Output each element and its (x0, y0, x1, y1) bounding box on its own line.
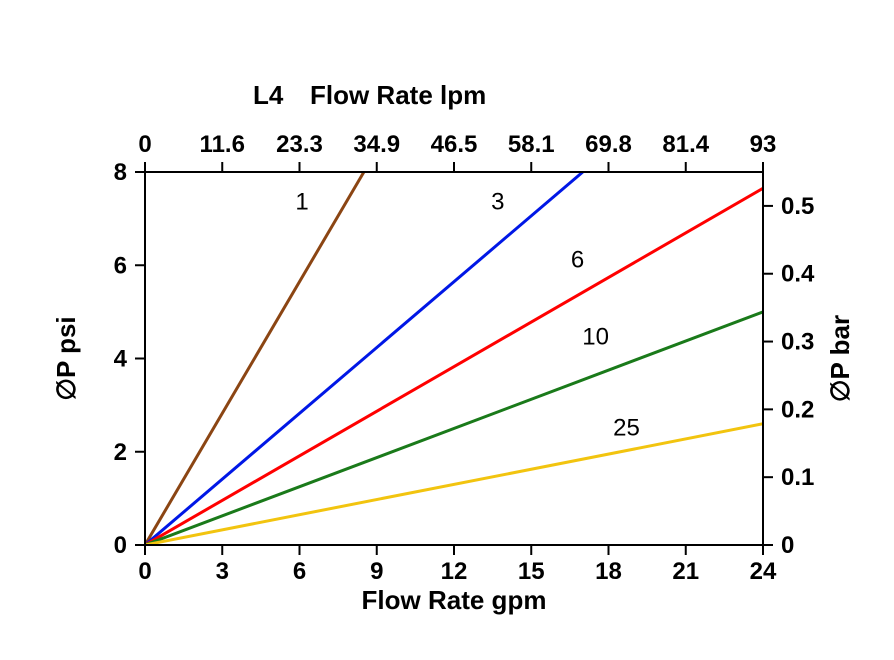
x-top-tick: 23.3 (276, 131, 323, 158)
top-title-prefix: L4 (253, 80, 284, 110)
series-label-1: 1 (295, 188, 308, 215)
x-top-tick: 34.9 (353, 131, 400, 158)
y-left-label: ∅P psi (51, 316, 81, 400)
pressure-flow-chart: 03691215182124Flow Rate gpm011.623.334.9… (0, 0, 894, 660)
x-top-tick: 11.6 (200, 131, 245, 158)
x-bottom-tick: 12 (441, 558, 468, 585)
series-label-25: 25 (613, 414, 640, 441)
y-right-tick: 0.3 (781, 329, 814, 356)
y-left-tick: 0 (114, 532, 127, 559)
x-bottom-tick: 9 (370, 558, 383, 585)
x-top-tick: 81.4 (662, 131, 709, 158)
x-bottom-tick: 0 (138, 558, 151, 585)
x-bottom-tick: 24 (750, 558, 777, 585)
y-right-tick: 0.2 (781, 396, 814, 423)
series-label-3: 3 (491, 188, 504, 215)
y-right-tick: 0.4 (781, 261, 815, 288)
x-top-tick: 69.8 (585, 131, 632, 158)
chart-svg: 03691215182124Flow Rate gpm011.623.334.9… (0, 0, 894, 660)
x-top-tick: 0 (138, 131, 151, 158)
x-top-tick: 93 (750, 131, 777, 158)
x-bottom-tick: 18 (595, 558, 622, 585)
y-right-tick: 0.5 (781, 193, 814, 220)
x-bottom-tick: 6 (293, 558, 306, 585)
x-top-tick: 46.5 (431, 131, 478, 158)
y-right-tick: 0 (781, 532, 794, 559)
y-left-tick: 2 (114, 439, 127, 466)
x-bottom-label: Flow Rate gpm (362, 585, 547, 615)
x-top-tick: 58.1 (508, 131, 555, 158)
y-left-tick: 6 (114, 252, 127, 279)
y-left-tick: 8 (114, 159, 127, 186)
y-left-tick: 4 (114, 346, 128, 373)
top-title-main: Flow Rate lpm (310, 80, 486, 110)
x-bottom-tick: 3 (216, 558, 229, 585)
series-label-6: 6 (571, 247, 584, 274)
x-bottom-tick: 21 (672, 558, 699, 585)
series-label-10: 10 (582, 324, 609, 351)
y-right-tick: 0.1 (781, 464, 814, 491)
y-right-label: ∅P bar (825, 315, 855, 402)
x-bottom-tick: 15 (518, 558, 545, 585)
